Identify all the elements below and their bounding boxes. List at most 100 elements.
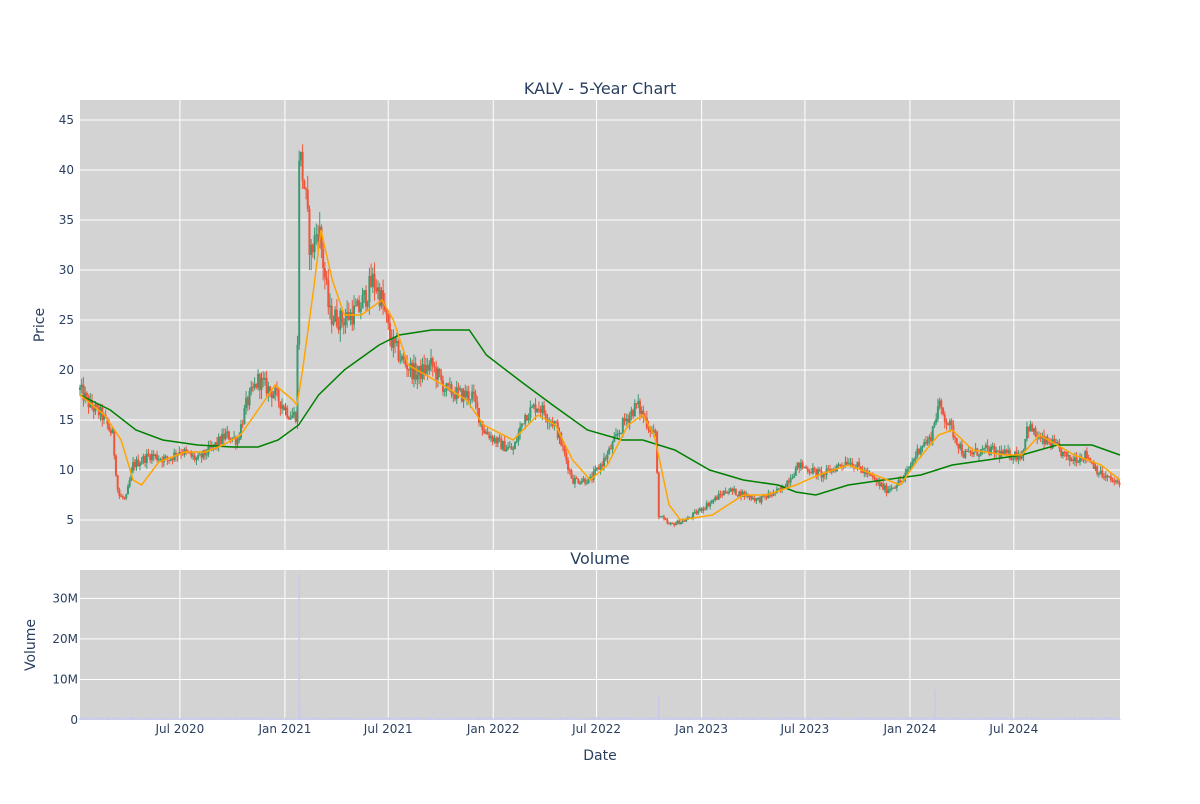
candle-body [728,491,731,494]
candle-body [1075,457,1078,463]
candle-body [248,391,251,406]
candle-body [794,467,797,476]
candle-body [190,452,193,457]
candle-body [739,491,742,497]
candle-body [424,365,427,374]
candle-body [373,273,376,288]
candle-body [993,446,996,454]
candle-body [1044,436,1047,444]
candle-body [945,421,948,424]
x-tick-label: Jul 2024 [988,722,1038,736]
candle-body [637,400,640,405]
price-y-tick-label: 40 [59,163,74,177]
candle-body [579,483,582,485]
candle-body [1063,451,1066,453]
candle-body [716,496,719,500]
candle-body [351,312,354,325]
candle-body [1108,476,1111,478]
candle-body [799,462,802,469]
candle-body [738,491,741,496]
candle-body [512,449,515,451]
candle-body [454,394,457,400]
candle-body [234,437,237,445]
candle-body [428,364,431,371]
candle-body [1048,442,1051,444]
candle-body [1094,466,1097,470]
candle-body [950,420,953,425]
candle-body [464,390,467,398]
candle-body [474,393,477,403]
candle-body [811,467,814,474]
volume-plot-area[interactable] [80,570,1120,720]
candle-body [246,397,249,406]
candle-body [279,401,282,409]
long-moving-average-line [79,329,1121,496]
candle-body [431,358,434,367]
candle-body [1060,448,1063,456]
candle-body [613,436,616,442]
candle-body [668,523,671,525]
candle-body [169,458,172,461]
x-tick-label: Jul 2022 [571,722,621,736]
candle-body [174,452,177,457]
candle-body [630,410,633,416]
candle-body [1034,428,1037,437]
candle-body [368,275,371,303]
candle-body [692,512,695,518]
candle-body [567,460,570,470]
candle-body [967,451,970,453]
candle-body [923,441,926,446]
candle-body [250,386,253,392]
candle-body [1024,438,1027,451]
price-y-tick-label: 10 [59,463,74,477]
candle-body [371,273,374,287]
candle-body [859,466,862,470]
candle-body [942,407,945,415]
candle-body [435,367,438,380]
candle-body [702,508,705,511]
candle-body [1097,473,1100,475]
candle-body [955,438,958,445]
candle-body [894,487,897,489]
candle-body [712,500,715,502]
candle-body [983,447,986,449]
candle-body [587,477,590,484]
candle-body [621,418,624,433]
candle-body [669,523,672,525]
candle-body [96,404,99,407]
candle-body [887,489,890,494]
candle-body [214,442,217,446]
candle-body [120,495,123,497]
candle-body [882,483,885,490]
candle-body [748,495,751,497]
candle-body [202,450,205,458]
candle-body [947,423,950,426]
candle-body [467,391,470,400]
candle-body [674,523,677,526]
candle-body [883,485,886,490]
candle-body [430,358,433,365]
candle-body [537,408,540,410]
volume-y-tick-label: 20M [52,632,78,646]
candle-body [1032,428,1035,432]
candle-body [921,445,924,448]
price-plot-area[interactable] [80,100,1120,550]
candle-body [495,438,498,444]
candle-body [649,428,652,432]
candle-body [885,485,888,494]
candle-body [565,452,568,461]
candle-body [529,407,532,418]
candle-body [938,400,941,407]
candle-body [282,405,285,411]
candle-body [662,516,665,519]
candle-body [972,451,975,455]
candle-body [582,478,585,482]
candle-body [709,502,712,507]
candle-body [438,368,441,375]
candle-body [263,378,266,380]
candle-body [395,341,398,344]
candle-body [592,470,595,480]
x-tick-label: Jan 2022 [466,722,520,736]
candle-body [657,472,660,517]
